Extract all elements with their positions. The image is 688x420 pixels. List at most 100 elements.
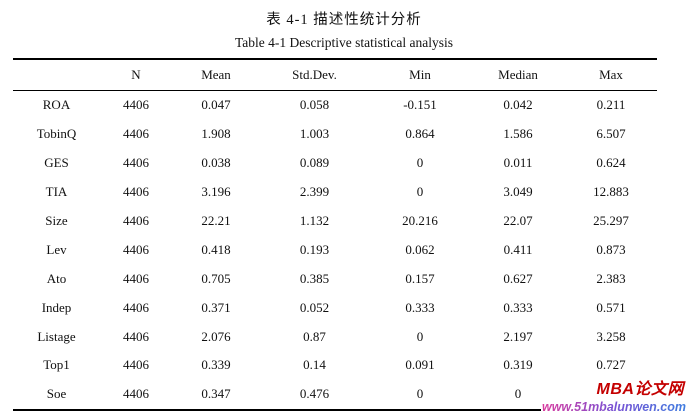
cell-min: 0.333 xyxy=(405,299,435,315)
row-label: Size xyxy=(45,213,68,228)
cell-min: 0 xyxy=(416,328,424,344)
cell-max: 2.383 xyxy=(596,270,626,286)
cell-max: 0.571 xyxy=(596,299,626,315)
row-label: Ato xyxy=(46,270,67,286)
cell-median: 0.319 xyxy=(503,357,533,373)
cell-median: 0.627 xyxy=(503,270,533,286)
cell-n: 4406 xyxy=(123,126,149,142)
cell-median: 0.411 xyxy=(503,241,533,257)
table-row: TIA 4406 3.196 2.399 0 3.049 12.883 xyxy=(13,178,657,207)
cell-min: 0.062 xyxy=(405,241,435,257)
cell-max: 12.883 xyxy=(593,184,629,200)
cell-n: 4406 xyxy=(123,184,149,200)
cell-mean: 1.908 xyxy=(201,126,231,142)
row-label: Indep xyxy=(41,299,72,315)
table-header-row: N Mean Std.Dev. Min Median Max xyxy=(13,59,657,91)
cell-median: 0 xyxy=(514,386,522,402)
watermark-url-background: www.51mbalunwen.com xyxy=(540,398,687,416)
cell-max: 0.873 xyxy=(596,241,626,257)
table-row: Indep 4406 0.371 0.052 0.333 0.333 0.571 xyxy=(13,293,657,322)
cell-stddev: 1.132 xyxy=(299,213,330,228)
cell-stddev: 0.052 xyxy=(299,299,330,315)
cell-n: 4406 xyxy=(123,270,149,286)
cell-stddev: 1.003 xyxy=(299,126,330,142)
row-label: Soe xyxy=(46,386,67,402)
cell-mean: 0.038 xyxy=(201,155,231,171)
cell-mean: 0.371 xyxy=(201,299,231,315)
cell-stddev: 0.14 xyxy=(303,357,326,373)
row-label: Listage xyxy=(37,328,76,344)
cell-min: 20.216 xyxy=(402,213,438,228)
cell-mean: 22.21 xyxy=(201,213,231,228)
cell-min: 0 xyxy=(416,184,424,200)
cell-median: 0.011 xyxy=(503,155,533,171)
cell-median: 22.07 xyxy=(503,213,533,228)
cell-stddev: 0.058 xyxy=(299,97,330,113)
header-stddev: Std.Dev. xyxy=(292,67,337,82)
table-row: TobinQ 4406 1.908 1.003 0.864 1.586 6.50… xyxy=(13,120,657,149)
table-row: Size 4406 22.21 1.132 20.216 22.07 25.29… xyxy=(13,207,657,236)
cell-max: 25.297 xyxy=(593,213,629,228)
site-watermark: MBA论文网 www.51mbalunwen.com xyxy=(540,380,687,416)
cell-max: 6.507 xyxy=(596,126,626,142)
cell-stddev: 0.089 xyxy=(299,155,330,171)
watermark-site-url: www.51mbalunwen.com xyxy=(541,400,686,415)
table-row: Ato 4406 0.705 0.385 0.157 0.627 2.383 xyxy=(13,264,657,293)
cell-stddev: 0.87 xyxy=(303,328,326,344)
table-row: GES 4406 0.038 0.089 0 0.011 0.624 xyxy=(13,149,657,178)
watermark-site-name: MBA论文网 xyxy=(596,380,684,398)
cell-min: 0 xyxy=(416,386,424,402)
cell-min: -0.151 xyxy=(403,97,437,113)
row-label: GES xyxy=(44,155,69,171)
cell-min: 0.157 xyxy=(405,270,435,286)
row-label: Lev xyxy=(46,241,67,257)
header-min: Min xyxy=(409,67,431,82)
row-label: TobinQ xyxy=(36,126,77,142)
header-n: N xyxy=(131,67,141,82)
cell-n: 4406 xyxy=(123,299,149,315)
table-body: ROA 4406 0.047 0.058 -0.151 0.042 0.211 … xyxy=(13,91,657,410)
cell-n: 4406 xyxy=(123,241,149,257)
row-label: ROA xyxy=(42,97,71,113)
cell-min: 0.091 xyxy=(405,357,435,373)
header-median: Median xyxy=(498,67,538,82)
cell-mean: 0.047 xyxy=(201,97,231,113)
table-title-chinese: 表 4-1 描述性统计分析 xyxy=(266,12,422,28)
cell-stddev: 0.193 xyxy=(299,241,330,257)
table-row: Top1 4406 0.339 0.14 0.091 0.319 0.727 xyxy=(13,351,657,380)
table-row: Listage 4406 2.076 0.87 0 2.197 3.258 xyxy=(13,322,657,351)
cell-median: 3.049 xyxy=(503,184,533,200)
cell-max: 0.624 xyxy=(596,155,626,171)
cell-n: 4406 xyxy=(123,357,149,373)
cell-median: 0.042 xyxy=(503,97,533,113)
cell-min: 0 xyxy=(416,155,424,171)
row-label: Top1 xyxy=(43,357,70,373)
cell-n: 4406 xyxy=(123,386,149,402)
cell-median: 0.333 xyxy=(503,299,533,315)
cell-mean: 0.418 xyxy=(201,241,231,257)
cell-n: 4406 xyxy=(123,155,149,171)
cell-mean: 3.196 xyxy=(201,184,231,200)
cell-max: 0.211 xyxy=(596,97,626,113)
descriptive-statistics-table: N Mean Std.Dev. Min Median Max ROA 4406 … xyxy=(13,58,657,411)
cell-n: 4406 xyxy=(123,213,149,228)
cell-stddev: 0.385 xyxy=(299,270,330,286)
cell-max: 0.727 xyxy=(596,357,626,373)
cell-median: 2.197 xyxy=(503,328,533,344)
cell-mean: 0.347 xyxy=(201,386,231,402)
cell-mean: 2.076 xyxy=(201,328,231,344)
table-row: Lev 4406 0.418 0.193 0.062 0.411 0.873 xyxy=(13,235,657,264)
cell-median: 1.586 xyxy=(503,126,533,142)
cell-n: 4406 xyxy=(123,328,149,344)
cell-n: 4406 xyxy=(123,97,149,113)
cell-stddev: 2.399 xyxy=(299,184,330,200)
table-row: Soe 4406 0.347 0.476 0 0 xyxy=(13,380,657,410)
cell-stddev: 0.476 xyxy=(299,386,330,402)
table-title-english: Table 4-1 Descriptive statistical analys… xyxy=(235,35,453,50)
header-max: Max xyxy=(599,67,623,82)
table-row: ROA 4406 0.047 0.058 -0.151 0.042 0.211 xyxy=(13,91,657,120)
cell-max: 3.258 xyxy=(596,328,626,344)
cell-mean: 0.705 xyxy=(201,270,231,286)
row-label: TIA xyxy=(45,184,68,200)
